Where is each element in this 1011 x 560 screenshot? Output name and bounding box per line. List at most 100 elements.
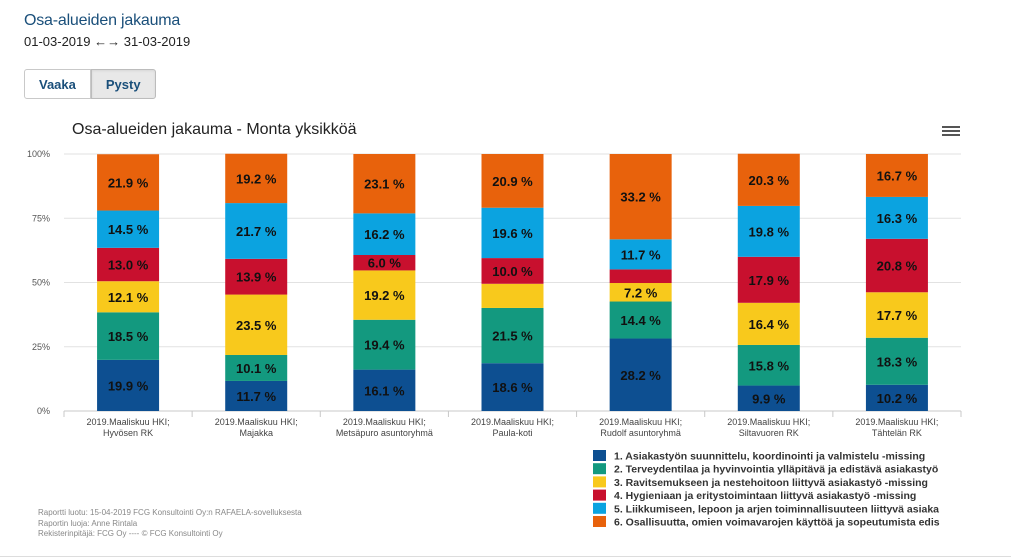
y-tick-label: 100% [27,149,50,159]
bar-segment [97,312,160,360]
data-label: 20.9 % [492,174,533,189]
tab-vaaka[interactable]: Vaaka [24,69,91,99]
bar-segment [225,354,288,381]
bar-segment [609,269,672,284]
bar-segment [737,385,800,411]
data-label: 20.3 % [749,173,790,188]
bar-segment [353,319,416,370]
bar-segment [737,302,800,345]
x-tick-label: 2019.Maaliskuu HKI; [599,417,682,427]
data-label: 16.4 % [749,317,790,332]
data-label: 21.5 % [492,329,533,344]
bar-segment [353,255,416,271]
bar-segment [865,238,928,293]
bar-segment [865,196,928,239]
chart-title: Osa-alueiden jakauma - Monta yksikköä [72,121,357,138]
data-label: 19.2 % [364,288,405,303]
x-tick-label: Rudolf asuntoryhmä [600,428,681,438]
legend-label: 4. Hygieniaan ja eritystoimintaan liitty… [614,490,916,502]
bar-segment [225,380,288,411]
report-footer: Raportti luotu: 15-04-2019 FCG Konsultoi… [38,508,302,540]
bar-segment [97,281,160,313]
x-tick-label: Paula-koti [492,428,532,438]
page-title: Osa-alueiden jakauma [24,12,181,29]
data-label: 10.2 % [877,391,918,406]
data-label: 19.9 % [108,378,149,393]
bar-segment [481,258,544,284]
bar-segment [225,203,288,259]
data-label: 28.2 % [620,368,661,383]
data-label: 17.7 % [877,308,918,323]
legend-swatch [593,450,606,461]
data-label: 15.8 % [749,358,790,373]
bar-segment [737,205,800,257]
bar-segment [865,154,928,197]
hamburger-menu-icon[interactable] [942,124,960,138]
data-label: 19.6 % [492,226,533,241]
bar-segment [353,369,416,411]
legend-label: 2. Terveydentilaa ja hyvinvointia ylläpi… [614,464,938,476]
bar-segment [97,247,160,282]
bar-segment [225,294,288,355]
x-tick-label: 2019.Maaliskuu HKI; [215,417,298,427]
data-label: 21.7 % [236,224,277,239]
orientation-tabs: Vaaka Pysty [24,69,156,99]
data-label: 18.6 % [492,380,533,395]
data-label: 17.9 % [749,273,790,288]
x-tick-label: Majakka [239,428,273,438]
bar-segment [737,153,800,206]
bar-segment [97,210,160,248]
bar-segment [481,283,544,308]
bar-segment [97,154,160,211]
data-label: 12.1 % [108,290,149,305]
bar-segment [353,154,416,214]
x-tick-label: 2019.Maaliskuu HKI; [471,417,554,427]
data-label: 11.7 % [236,389,276,404]
data-label: 7.2 % [624,285,658,300]
data-label: 33.2 % [620,190,661,205]
data-label: 21.9 % [108,175,149,190]
legend-swatch [593,463,606,475]
legend-label: 6. Osallisuutta, omien voimavarojen käyt… [614,517,940,529]
bar-segment [225,153,288,204]
bar-segment [609,301,672,339]
y-tick-label: 0% [37,406,50,416]
bar-segment [97,359,160,411]
data-label: 16.3 % [877,211,918,226]
x-tick-label: 2019.Maaliskuu HKI; [343,417,426,427]
legend-swatch [593,516,606,527]
data-label: 23.1 % [364,177,405,192]
bar-segment [353,270,416,320]
bar-segment [609,154,672,240]
bar-segment [737,256,800,303]
y-tick-label: 50% [32,278,50,288]
bar-segment [353,213,416,256]
x-tick-label: 2019.Maaliskuu HKI; [855,417,938,427]
tab-pysty[interactable]: Pysty [90,69,156,99]
footer-line-created: Raportti luotu: 15-04-2019 FCG Konsultoi… [38,508,302,517]
bar-segment [865,384,928,411]
data-label: 23.5 % [236,318,277,333]
data-label: 18.3 % [877,354,918,369]
x-tick-label: Tähtelän RK [872,428,922,438]
data-label: 16.7 % [877,168,918,183]
legend-swatch [593,502,606,514]
bar-segment [481,363,544,411]
legend-swatch [593,489,606,501]
y-tick-label: 25% [32,342,50,352]
legend-label: 5. Liikkumiseen, lepoon ja arjen toiminn… [614,503,939,515]
data-label: 18.5 % [108,329,149,344]
data-label: 19.4 % [364,338,405,353]
legend-swatch [593,476,606,488]
data-label: 14.5 % [108,222,149,237]
date-range: 01-03-2019 ←→ 31-03-2019 [24,34,191,49]
data-label: 9.9 % [752,391,786,406]
bar-segment [481,207,544,259]
bar-segment [481,307,544,364]
bar-segment [609,338,672,411]
x-tick-label: Metsäpuro asuntoryhmä [336,428,433,438]
x-tick-label: 2019.Maaliskuu HKI; [87,417,170,427]
data-label: 10.1 % [236,361,277,376]
bar-segment [865,292,928,338]
footer-line-author: Raportin luoja: Anne Rintala [38,518,138,528]
